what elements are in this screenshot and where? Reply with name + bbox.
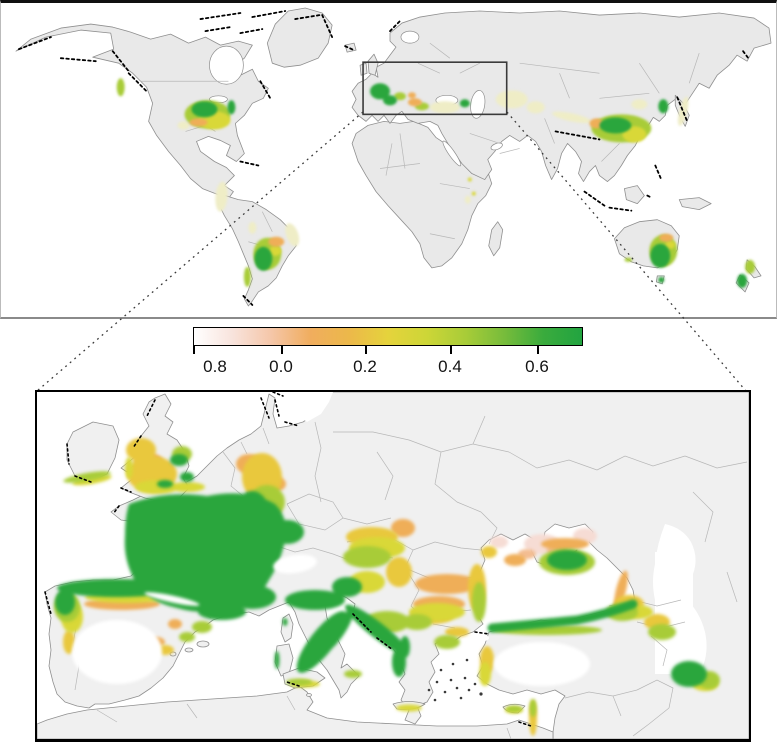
alps-gap xyxy=(273,554,317,574)
inset-aegean-islands xyxy=(427,658,483,702)
colorbar-label: 0.6 xyxy=(525,357,549,376)
colorbar-tick xyxy=(450,346,452,354)
colorbar-label: 0.8 xyxy=(203,357,227,376)
inset-patches-green xyxy=(55,454,707,687)
colorbar-label: 0.4 xyxy=(438,357,462,376)
world-seas xyxy=(209,30,503,167)
inset-white-mountain-gaps xyxy=(72,554,590,686)
anatolia-interior xyxy=(494,642,590,686)
colorbar-label: 0.2 xyxy=(353,357,377,376)
inset-minorca xyxy=(184,647,194,653)
suitability-colorbar: 0.0 0.2 0.4 0.6 0.8 xyxy=(193,327,583,379)
world-map xyxy=(0,0,777,319)
inset-majorca xyxy=(196,640,210,648)
greenland xyxy=(266,7,333,68)
borneo xyxy=(623,185,645,205)
colorbar-gradient xyxy=(193,327,583,346)
inset-malta xyxy=(306,693,312,697)
pyrenees-gap xyxy=(144,592,200,606)
colorbar-label: 0.0 xyxy=(269,357,293,376)
inset-blacksea-coast-strip xyxy=(487,599,638,633)
colorbar-tick xyxy=(281,346,283,354)
new-guinea xyxy=(678,197,712,211)
inset-caspian-white-band xyxy=(655,552,693,674)
inset-corsica xyxy=(280,613,294,643)
colorbar-tick xyxy=(193,346,195,354)
colorbar-tick xyxy=(537,346,539,354)
red-sea xyxy=(442,140,462,167)
great-britain xyxy=(367,53,379,76)
caspian-sea-world xyxy=(470,90,486,119)
inset-baltic xyxy=(277,392,333,422)
inset-coast-speckles xyxy=(44,392,532,727)
inset-seas xyxy=(277,392,707,682)
iberia-interior xyxy=(72,620,162,684)
inset-marmara xyxy=(473,634,489,642)
hudson-bay xyxy=(209,45,244,85)
baltic-sea-world xyxy=(400,30,420,44)
europe-focus-rectangle xyxy=(362,61,508,116)
persian-gulf xyxy=(490,142,503,151)
madagascar xyxy=(488,221,504,257)
colorbar-tick xyxy=(365,346,367,354)
europe-inset-map xyxy=(35,390,751,742)
